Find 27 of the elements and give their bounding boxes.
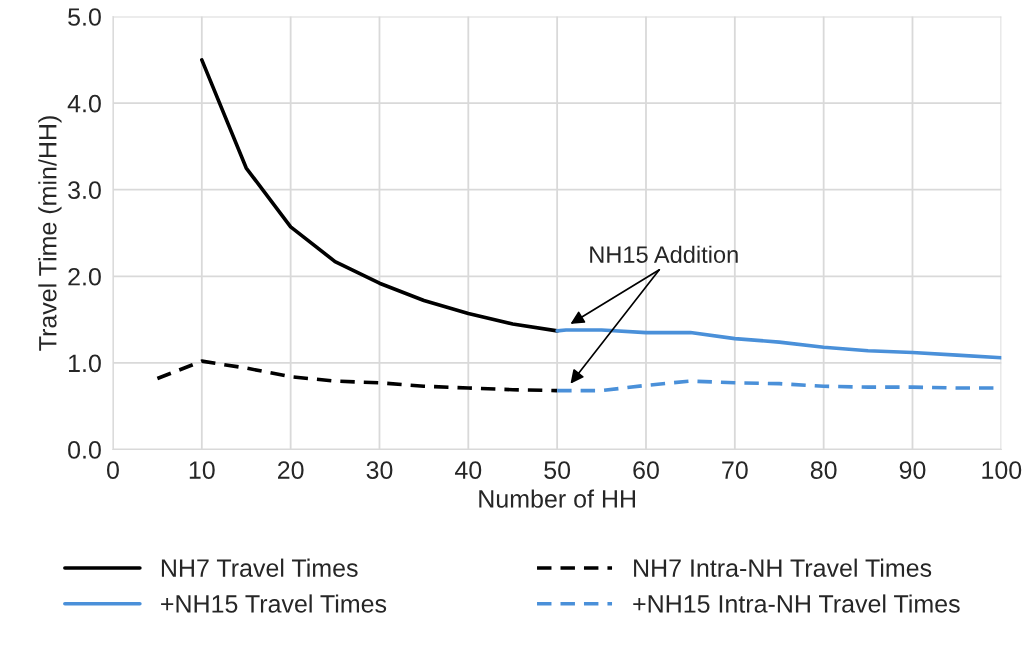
line-series: [155, 359, 559, 393]
line-series: [200, 58, 559, 333]
legend-label: NH7 Travel Times: [161, 558, 358, 577]
y-tick-label: 3.0: [68, 181, 101, 200]
x-tick-label: 50: [544, 461, 571, 479]
x-tick-label: 20: [278, 461, 304, 479]
y-tick-label: 1.0: [69, 354, 101, 373]
x-tick-label: 90: [899, 461, 926, 479]
y-tick-label: 4.0: [67, 94, 101, 113]
legend-label: +NH15 Travel Times: [161, 594, 387, 613]
annotation: NH15 Addition: [590, 245, 738, 263]
legend-label: +NH15 Intra-NH Travel Times: [633, 594, 960, 613]
x-tick-label: 100: [982, 461, 1022, 479]
y-tick-label: 0.0: [68, 441, 101, 459]
x-tick-label: 70: [722, 461, 748, 479]
x-axis-title: Number of HH: [479, 489, 635, 508]
y-tick-label: 5.0: [68, 8, 101, 26]
x-tick-label: 60: [633, 461, 659, 479]
y-axis-title: Travel Time (min/HH): [38, 116, 62, 351]
y-tick-label: 2.0: [68, 267, 101, 286]
x-tick-label: 80: [810, 461, 837, 479]
x-tick-label: 30: [366, 461, 393, 479]
legend-label: NH7 Intra-NH Travel Times: [634, 558, 932, 577]
line-series: [555, 328, 1002, 360]
x-tick-label: 40: [454, 461, 482, 479]
x-tick-label: 0: [107, 461, 119, 479]
x-tick-label: 10: [189, 461, 215, 479]
